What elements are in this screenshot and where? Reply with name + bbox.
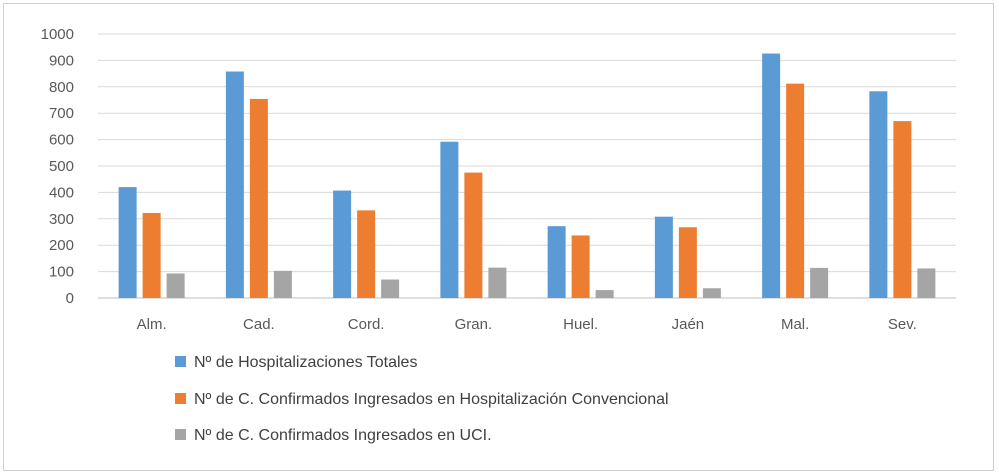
bar xyxy=(249,98,268,298)
x-tick-label: Mal. xyxy=(781,316,809,333)
bar xyxy=(488,267,507,298)
bar xyxy=(702,288,721,298)
bar xyxy=(547,226,566,298)
x-tick-label: Huel. xyxy=(563,316,598,333)
y-tick-label: 500 xyxy=(49,158,74,175)
bar xyxy=(786,83,805,299)
y-tick-label: 700 xyxy=(49,105,74,122)
chart-frame xyxy=(3,3,994,471)
x-tick-label: Cord. xyxy=(348,316,385,333)
legend-swatch xyxy=(175,356,186,367)
bar xyxy=(917,268,936,298)
bar xyxy=(118,187,137,298)
x-tick-label: Gran. xyxy=(455,316,493,333)
x-tick-label: Alm. xyxy=(137,316,167,333)
bar xyxy=(893,121,912,299)
legend-label: Nº de Hospitalizaciones Totales xyxy=(194,354,417,371)
bar xyxy=(142,212,161,298)
legend-swatch xyxy=(175,429,186,440)
bar xyxy=(654,216,673,298)
y-tick-label: 200 xyxy=(49,237,74,254)
y-tick-label: 900 xyxy=(49,52,74,69)
legend-swatch xyxy=(175,393,186,404)
y-tick-label: 800 xyxy=(49,79,74,96)
bar xyxy=(571,235,590,298)
bar xyxy=(440,141,459,298)
bar xyxy=(678,227,697,298)
bar xyxy=(273,270,292,298)
x-tick-label: Cad. xyxy=(243,316,275,333)
y-tick-label: 600 xyxy=(49,132,74,149)
x-tick-label: Sev. xyxy=(888,316,917,333)
x-tick-label: Jaén xyxy=(672,316,705,333)
y-tick-label: 100 xyxy=(49,264,74,281)
bar xyxy=(225,71,244,298)
y-tick-label: 400 xyxy=(49,184,74,201)
legend-label: Nº de C. Confirmados Ingresados en UCI. xyxy=(194,427,492,444)
bar xyxy=(869,91,888,299)
bar xyxy=(357,210,376,298)
bar xyxy=(464,172,483,298)
bar xyxy=(333,190,352,298)
bar xyxy=(762,53,781,299)
legend-label: Nº de C. Confirmados Ingresados en Hospi… xyxy=(194,391,669,408)
bar xyxy=(595,290,614,298)
y-tick-label: 1000 xyxy=(41,26,74,43)
bar xyxy=(810,267,829,298)
bar xyxy=(166,273,185,298)
y-tick-label: 300 xyxy=(49,211,74,228)
y-tick-label: 0 xyxy=(66,290,74,307)
bar xyxy=(381,279,400,298)
